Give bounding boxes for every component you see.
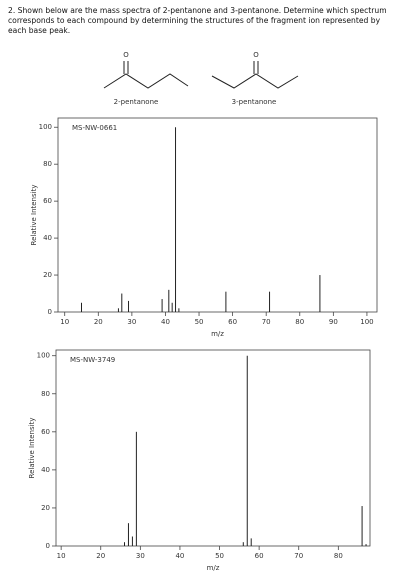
x-tick-label: 10 [57,552,66,560]
y-tick-label: 100 [37,352,50,360]
y-tick-label: 80 [41,390,50,398]
x-tick-label: 10 [60,318,69,326]
spectrum-chart: MS-NW-3749 0 20 40 60 80 100 10 20 30 40 50 60 70 80 m/… [28,349,371,572]
x-tick-label: 50 [215,552,224,560]
y-axis-label: Relative Intensity [28,418,36,479]
structure-3-pentanone: O 3-pentanone [211,51,299,106]
x-tick-label: 80 [295,318,304,326]
y-tick-label: 40 [41,466,50,474]
plot-frame [57,117,378,313]
question-text: 2. Shown below are the mass spectra of 2… [8,6,387,35]
x-tick-label: 50 [195,318,204,326]
y-tick-label: 40 [43,234,52,242]
x-tick-label: 100 [360,318,373,326]
y-tick-label: 60 [41,428,50,436]
x-tick-label: 70 [294,552,303,560]
spectrum-chart: MS-NW-0661 0 20 40 60 80 100 10 20 30 40 50 60 70 80 90… [30,117,378,338]
x-tick-label: 20 [96,552,105,560]
x-tick-label: 80 [334,552,343,560]
y-axis-label: Relative Intensity [30,185,38,246]
atom-label: O [253,51,259,59]
spectrum-code: MS-NW-3749 [70,356,115,364]
atom-label: O [123,51,129,59]
x-tick-label: 90 [329,318,338,326]
spectrum-code: MS-NW-0661 [72,124,117,132]
y-tick-label: 100 [39,123,52,131]
y-tick-label: 20 [41,504,50,512]
x-axis-label: m/z [211,330,224,338]
x-axis-label: m/z [207,564,220,572]
plot-frame [55,349,371,547]
x-tick-label: 20 [94,318,103,326]
y-tick-label: 0 [48,308,52,316]
y-tick-label: 80 [43,160,52,168]
x-tick-label: 40 [175,552,184,560]
compound-label: 3-pentanone [232,98,277,106]
structure-2-pentanone: O 2-pentanone [103,51,189,106]
y-tick-label: 0 [46,542,50,550]
y-tick-label: 20 [43,271,52,279]
x-tick-label: 70 [262,318,271,326]
x-tick-label: 40 [161,318,170,326]
x-tick-label: 60 [255,552,264,560]
y-tick-label: 60 [43,197,52,205]
x-tick-label: 30 [136,552,145,560]
x-tick-label: 30 [127,318,136,326]
compound-label: 2-pentanone [114,98,159,106]
x-tick-label: 60 [228,318,237,326]
